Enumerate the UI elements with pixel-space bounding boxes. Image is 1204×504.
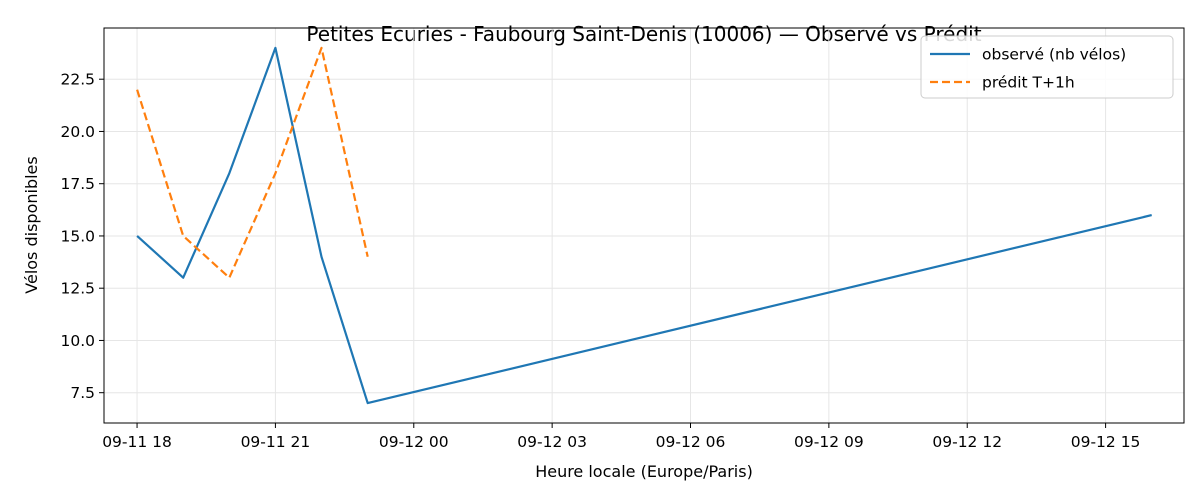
y-tick-label: 15.0 — [60, 227, 95, 245]
y-tick-label: 20.0 — [60, 123, 95, 141]
series-layer — [136, 46, 1152, 405]
plot-frame — [103, 27, 1185, 424]
legend-label-1: observé (nb vélos) — [982, 46, 1126, 64]
series-line-2 — [136, 46, 369, 279]
legend-box — [920, 35, 1174, 99]
x-axis: 09-11 18 09-11 21 09-12 00 09-12 03 09-12 06… — [102, 423, 1140, 451]
x-tick-label: 09-12 15 — [1071, 433, 1141, 451]
x-tick-label: 09-12 12 — [932, 433, 1002, 451]
grid-lines — [104, 28, 1184, 423]
y-tick-label: 17.5 — [60, 175, 95, 193]
x-tick-label: 09-12 00 — [379, 433, 449, 451]
chart-title: Petites Ecuries - Faubourg Saint-Denis (… — [306, 22, 981, 46]
x-tick-label: 09-11 21 — [241, 433, 311, 451]
x-axis-label: Heure locale (Europe/Paris) — [535, 462, 753, 481]
y-tick-label: 12.5 — [60, 280, 95, 298]
y-axis-label: Vélos disponibles — [22, 156, 41, 293]
y-axis: 7.5 10.0 12.5 15.0 17.5 20.0 22.5 — [60, 71, 104, 402]
x-tick-label: 09-12 09 — [794, 433, 864, 451]
legend: observé (nb vélos) prédit T+1h — [920, 35, 1174, 99]
y-tick-label: 22.5 — [60, 71, 95, 89]
series-line-1 — [136, 46, 1152, 405]
x-tick-label: 09-11 18 — [102, 433, 172, 451]
y-tick-label: 10.0 — [60, 332, 95, 350]
x-tick-label: 09-12 03 — [517, 433, 587, 451]
legend-label-2: prédit T+1h — [982, 74, 1075, 92]
x-tick-label: 09-12 06 — [656, 433, 726, 451]
y-tick-label: 7.5 — [70, 384, 95, 402]
